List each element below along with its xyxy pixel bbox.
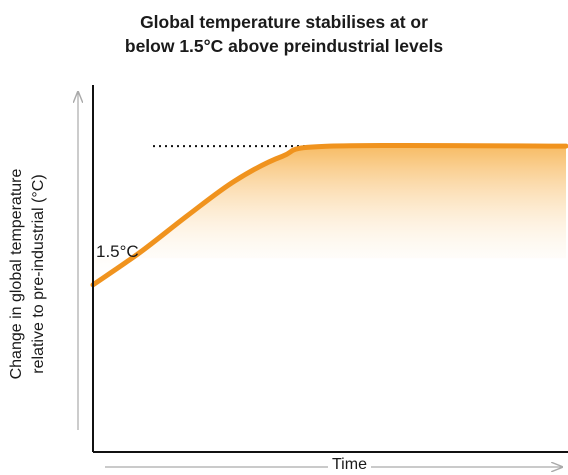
y-axis-label-line-1: Change in global temperature bbox=[8, 168, 25, 380]
y-axis-label-line-2: relative to pre-industrial (°C) bbox=[30, 174, 47, 374]
chart-title-line-1: Global temperature stabilises at or bbox=[140, 12, 428, 32]
chart-title-line-2: below 1.5°C above preindustrial levels bbox=[124, 36, 444, 56]
reference-line-label: 1.5°C bbox=[96, 242, 139, 261]
chart-title: Global temperature stabilises at or belo… bbox=[0, 10, 568, 58]
y-axis-label: Change in global temperature relative to… bbox=[6, 124, 54, 424]
x-axis-label: Time bbox=[328, 456, 371, 474]
area-fill bbox=[93, 145, 566, 285]
temperature-line bbox=[90, 142, 568, 288]
